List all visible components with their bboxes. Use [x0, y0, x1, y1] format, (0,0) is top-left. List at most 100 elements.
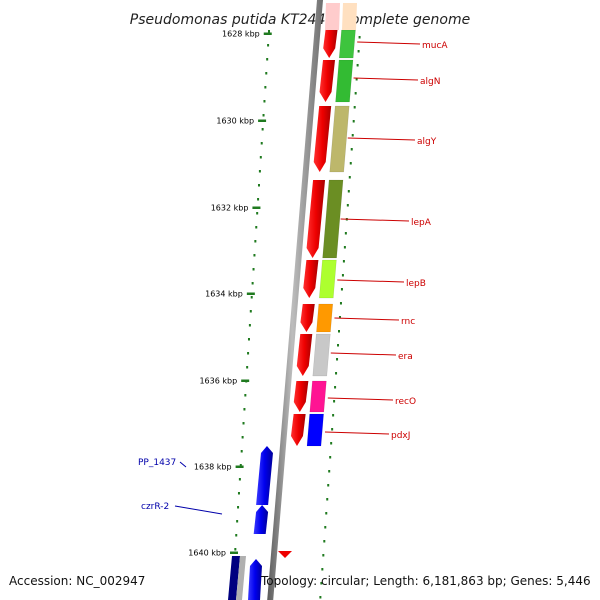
small-cds-marker: [278, 551, 292, 558]
outer-dot: [353, 106, 356, 109]
tick-label: 1632 kbp: [211, 204, 249, 213]
inner-dot: [257, 184, 260, 187]
gene-label: algN: [420, 77, 440, 87]
outer-dot: [332, 414, 335, 417]
partial-cds: [248, 559, 262, 600]
outer-dot: [348, 176, 351, 179]
inner-dot: [245, 380, 248, 383]
gene-label: lepB: [406, 279, 426, 289]
cds-arrow: [319, 60, 336, 102]
outer-dot: [331, 428, 334, 431]
gene-label: pdxJ: [391, 431, 410, 441]
label-leader: [347, 137, 416, 141]
cog-bar: [338, 29, 356, 59]
cds-arrow: [293, 381, 309, 412]
cog-bar: [335, 59, 354, 103]
tick-label: 1630 kbp: [216, 117, 254, 126]
inner-dot: [265, 72, 268, 75]
outer-dot: [323, 540, 326, 543]
label-leader: [174, 505, 223, 515]
inner-dot: [254, 240, 257, 243]
outer-dot: [357, 50, 360, 53]
inner-dot: [261, 128, 264, 131]
gene-label: mucA: [422, 41, 448, 51]
axis-ticks: 1628 kbp 1630 kbp 1632 kbp 1634 kbp 1636 kbp…: [188, 30, 272, 558]
inner-dot: [235, 534, 238, 537]
outer-dot: [358, 36, 361, 39]
outer-dot: [328, 470, 331, 473]
gene-label: PP_1437: [138, 458, 176, 468]
inner-dot: [237, 506, 240, 509]
cog-bar: [309, 380, 327, 413]
tick-label: 1640 kbp: [188, 549, 226, 558]
inner-dot: [262, 114, 265, 117]
outer-dot: [333, 400, 336, 403]
outer-dot: [354, 92, 357, 95]
inner-dot: [264, 86, 267, 89]
cog-bar: [322, 179, 344, 259]
tick-mark: [235, 465, 244, 468]
outer-dot: [338, 330, 340, 333]
gene-label: recO: [395, 397, 416, 407]
inner-dot: [241, 436, 244, 439]
reverse-cds-arrow: [253, 505, 269, 534]
outer-dot: [335, 372, 338, 375]
inner-dot: [236, 520, 239, 523]
label-leader: [179, 461, 187, 468]
tick-mark: [252, 206, 261, 209]
label-leader: [357, 41, 421, 45]
outer-dot: [350, 148, 353, 151]
cds-arrows: [228, 30, 338, 600]
cds-arrow: [290, 414, 306, 446]
cog-bar: [312, 333, 331, 377]
inner-dot: [263, 100, 266, 103]
tick-label: 1634 kbp: [205, 290, 243, 299]
tick-mark: [230, 551, 239, 554]
outer-dot: [338, 316, 341, 319]
inner-dot: [268, 30, 270, 33]
tick-mark: [258, 119, 267, 122]
outer-dot: [341, 274, 344, 277]
inner-dot: [252, 268, 255, 271]
cds-arrow: [300, 304, 315, 332]
inner-dot: [243, 408, 246, 411]
cds-arrow: [296, 334, 313, 376]
outer-dot: [347, 190, 350, 193]
inner-dot: [255, 226, 258, 229]
gene-label: lepA: [411, 218, 432, 228]
outer-dot: [320, 582, 323, 585]
inner-dot: [247, 338, 250, 341]
label-leader: [353, 77, 419, 81]
outer-dot: [319, 596, 322, 599]
outer-dot: [356, 64, 359, 67]
map-title: Pseudomonas putida KT2440, complete geno…: [130, 12, 470, 28]
inner-dot: [253, 254, 256, 257]
inner-dot: [246, 366, 249, 369]
outer-dot: [343, 246, 346, 249]
accession-text: Accession: NC_002947: [9, 574, 146, 588]
outer-dot: [352, 120, 355, 123]
inner-dot: [248, 324, 251, 327]
outer-dot: [337, 344, 340, 347]
tick-mark: [246, 292, 255, 295]
label-leader: [334, 317, 400, 321]
inner-dot: [266, 58, 269, 61]
outer-dot: [322, 554, 325, 557]
tick-mark: [241, 379, 250, 382]
inner-dot: [244, 394, 247, 397]
inner-dot: [256, 212, 259, 215]
cog-color-bars: [306, 3, 357, 447]
cds-arrow: [323, 30, 338, 58]
inner-dot: [249, 310, 252, 313]
cds-arrow: [306, 180, 326, 258]
inner-dot: [250, 296, 253, 299]
inner-dot: [258, 170, 261, 173]
gene-label: era: [398, 352, 413, 362]
inner-dot: [234, 548, 237, 551]
outer-dot: [346, 204, 349, 207]
cds-arrow: [313, 106, 332, 172]
inner-dot: [267, 44, 270, 47]
gene-label: algY: [417, 137, 437, 147]
outer-dot: [339, 302, 342, 305]
